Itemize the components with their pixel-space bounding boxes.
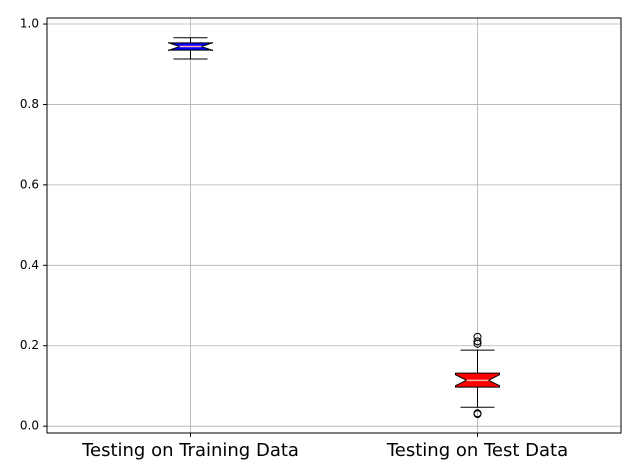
y-tick-label: 0.8 — [20, 97, 39, 111]
plot-frame — [46, 17, 622, 434]
y-tick-label: 0.4 — [20, 258, 39, 272]
y-tick-label: 1.0 — [20, 17, 39, 31]
y-tick-label: 0.2 — [20, 338, 39, 352]
x-tick-label: Testing on Test Data — [386, 440, 568, 461]
outlier — [473, 332, 482, 341]
x-tick-label: Testing on Training Data — [81, 440, 299, 461]
y-tick-label: 0.0 — [20, 419, 39, 433]
y-tick-label: 0.6 — [20, 177, 39, 191]
outlier — [473, 409, 482, 418]
outlier — [473, 337, 482, 346]
